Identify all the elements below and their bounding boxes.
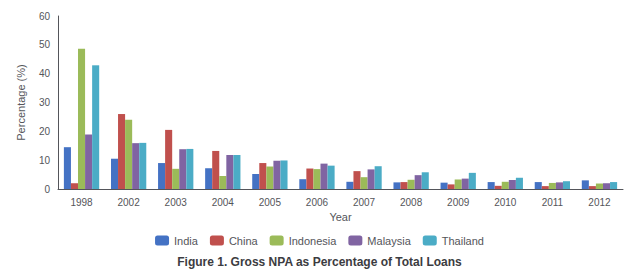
svg-text:2004: 2004 [212,197,235,208]
svg-text:2012: 2012 [588,197,611,208]
svg-text:2011: 2011 [542,197,564,208]
svg-text:2006: 2006 [306,197,329,208]
svg-text:60: 60 [39,11,51,22]
svg-text:2005: 2005 [259,197,282,208]
svg-text:20: 20 [39,126,51,137]
svg-text:2002: 2002 [118,197,141,208]
svg-text:2009: 2009 [447,197,470,208]
svg-text:1998: 1998 [70,197,93,208]
svg-text:2007: 2007 [353,197,376,208]
svg-text:2010: 2010 [494,197,517,208]
svg-text:China: China [229,235,259,247]
svg-text:Malaysia: Malaysia [367,235,411,247]
svg-text:Thailand: Thailand [442,235,484,247]
svg-text:30: 30 [39,97,51,108]
svg-text:Figure 1. Gross NPA as Percent: Figure 1. Gross NPA as Percentage of Tot… [177,255,462,269]
svg-text:India: India [174,235,199,247]
svg-text:50: 50 [39,39,51,50]
svg-text:40: 40 [39,68,51,79]
svg-text:Indonesia: Indonesia [289,235,338,247]
svg-text:0: 0 [44,184,50,195]
svg-text:2008: 2008 [400,197,423,208]
svg-text:Percentage (%): Percentage (%) [15,64,27,140]
svg-text:2003: 2003 [165,197,188,208]
svg-text:Year: Year [329,211,352,223]
svg-text:10: 10 [39,155,51,166]
